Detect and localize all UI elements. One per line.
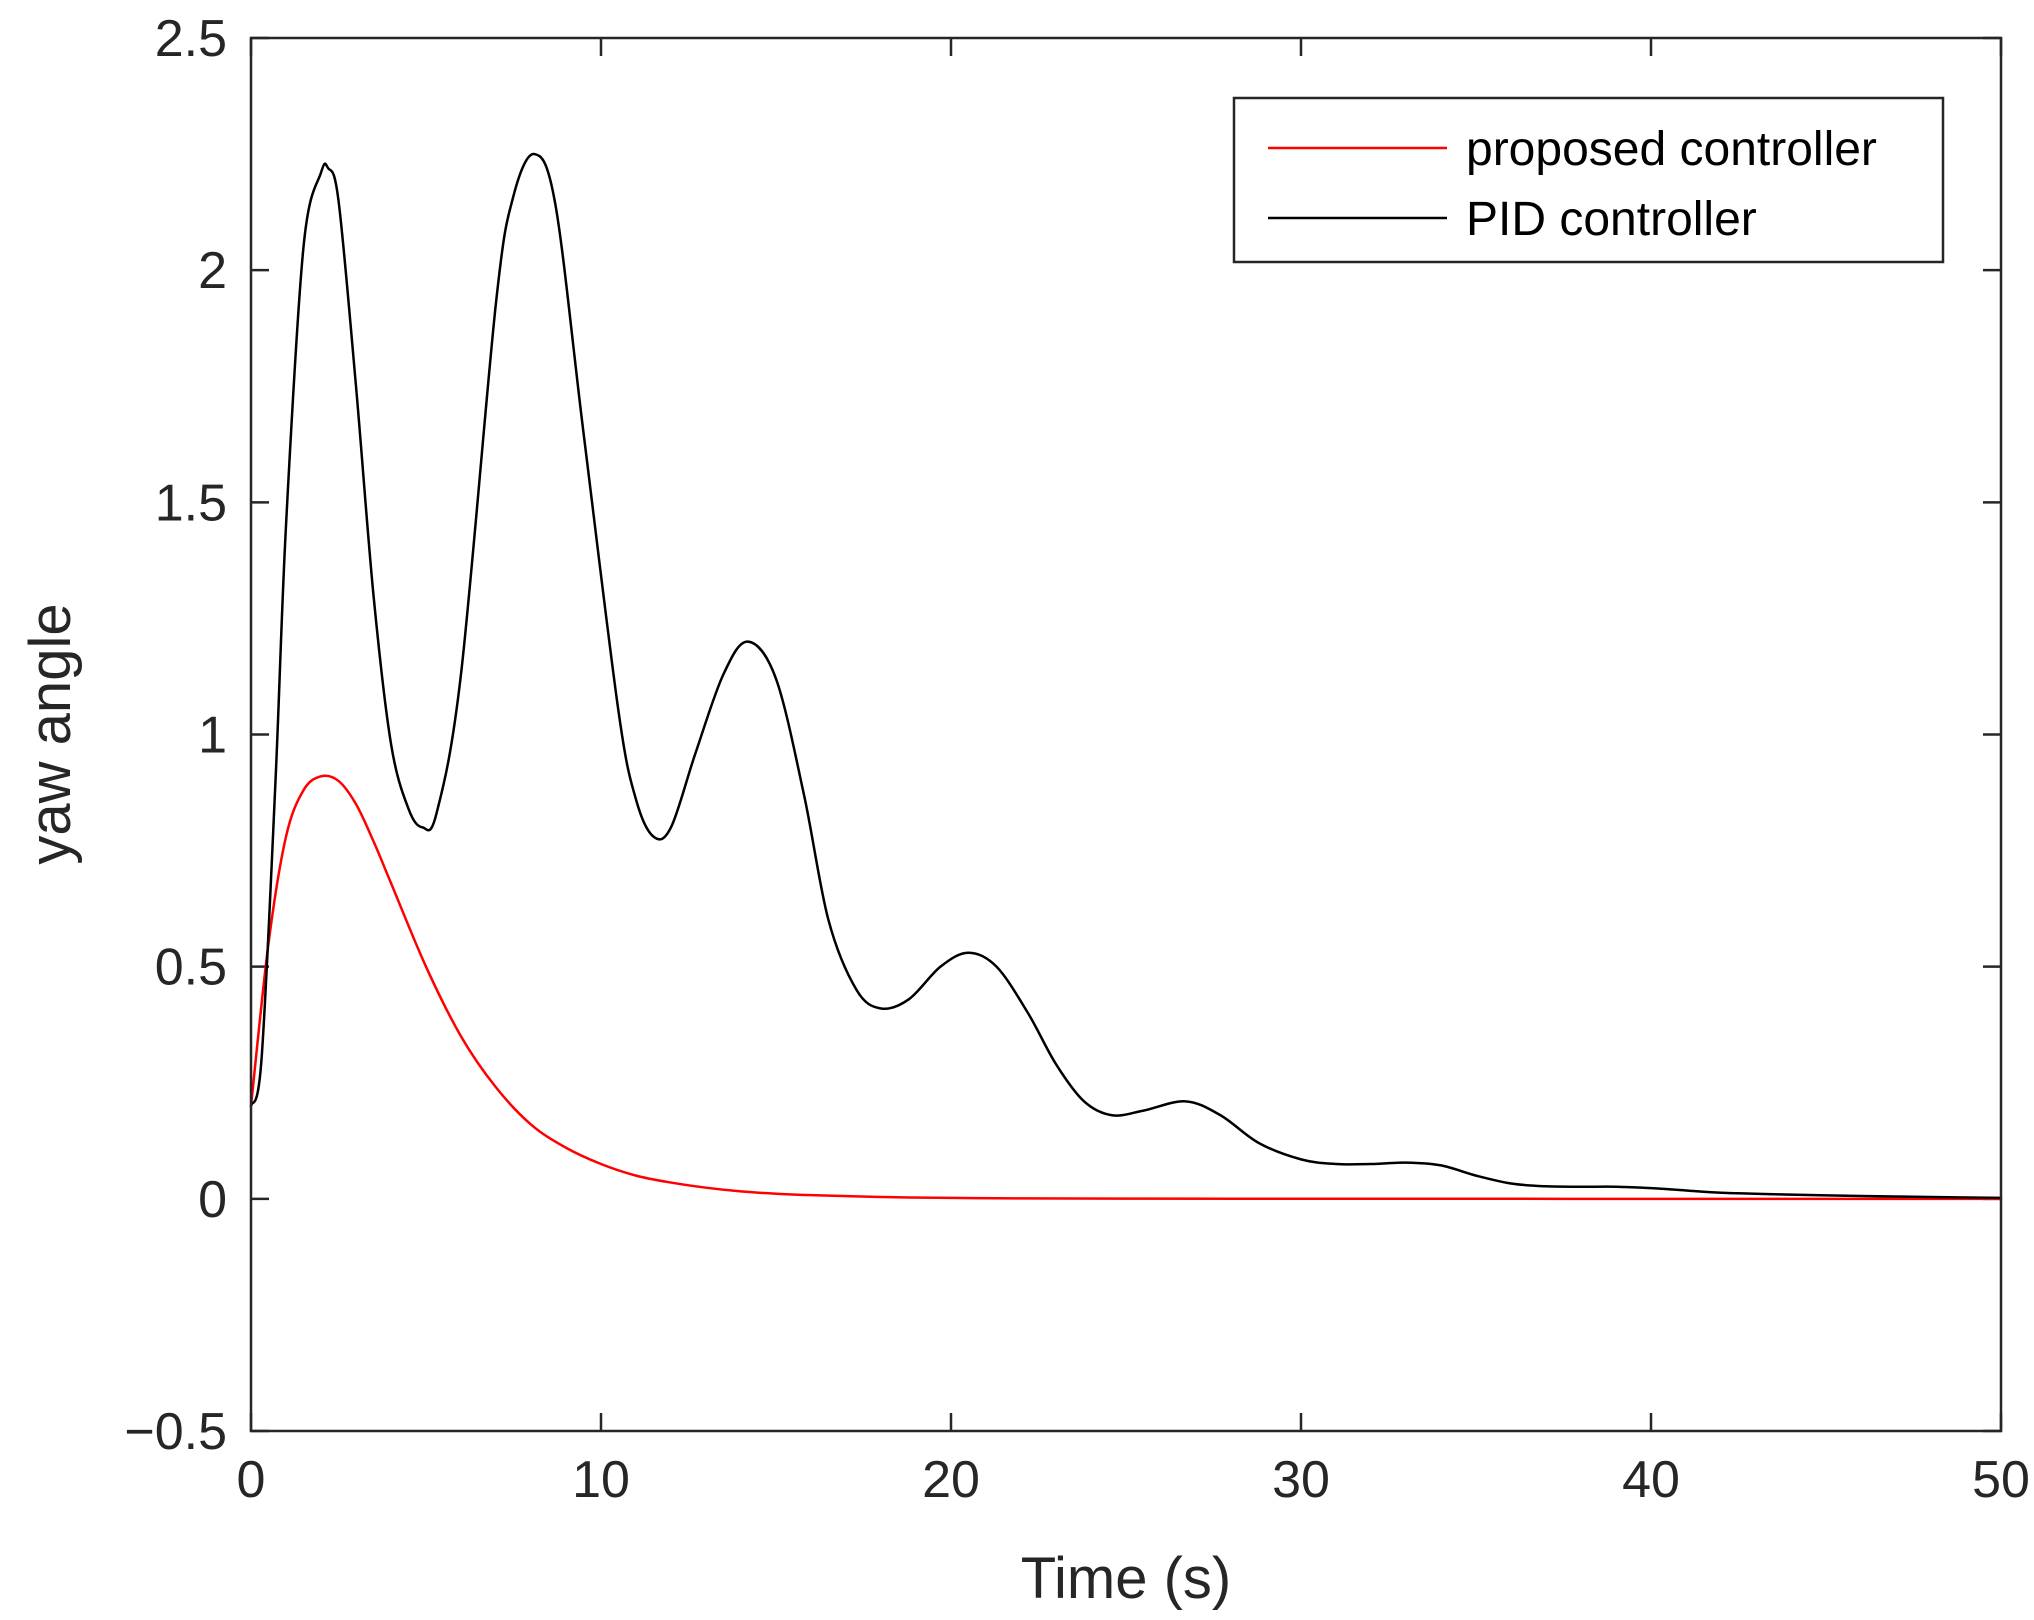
plot-frame [249, 36, 2003, 1433]
legend-label-proposed-controller: proposed controller [1466, 123, 1877, 176]
legend: proposed controller PID controller [1232, 96, 1945, 264]
x-tick-label: 10 [572, 1451, 630, 1509]
x-tick-label: 20 [922, 1451, 980, 1509]
x-tick-label: 40 [1622, 1451, 1680, 1509]
series-lines [249, 152, 2003, 1201]
x-tick-label: 0 [237, 1451, 266, 1509]
y-tick-label: 2 [198, 242, 227, 300]
y-tick-label: 0.5 [155, 939, 227, 997]
x-tick-label: 30 [1272, 1451, 1330, 1509]
x-tick-label: 50 [1972, 1451, 2030, 1509]
y-tick-label: 1 [198, 707, 227, 765]
legend-label-pid-controller: PID controller [1466, 193, 1757, 246]
y-axis-label: yaw angle [18, 603, 83, 864]
legend-box [1232, 96, 1945, 264]
y-tick-label: 2.5 [155, 10, 227, 68]
series-line-pid-controller [249, 152, 2003, 1200]
x-axis-label: Time (s) [1021, 1546, 1231, 1611]
y-tick-label: 1.5 [155, 474, 227, 532]
y-tick-label: −0.5 [124, 1403, 227, 1461]
y-tick-label: 0 [198, 1171, 227, 1229]
tick-labels: 0 10 20 30 40 50−0.500.511.522.5 [124, 10, 2030, 1509]
series-line-proposed-controller [249, 774, 2003, 1201]
